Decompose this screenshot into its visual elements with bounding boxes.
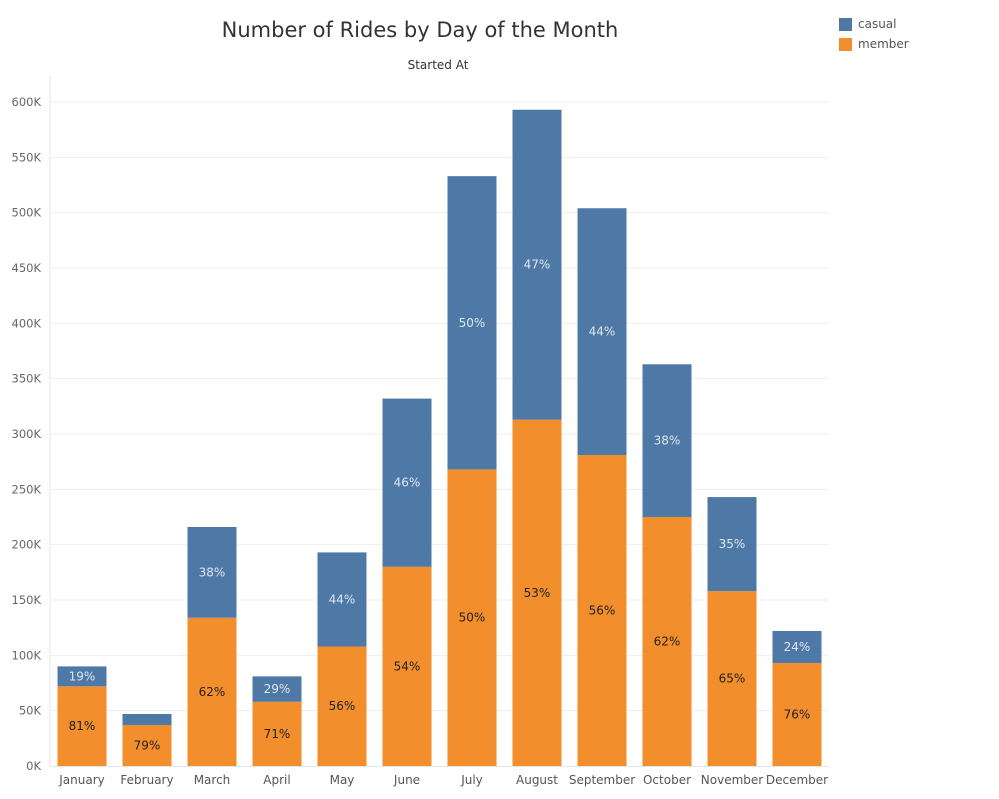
data-label-casual-july: 50% [459, 316, 486, 330]
bar-member-february [122, 725, 172, 766]
legend-item-casual[interactable]: casual [839, 14, 909, 34]
y-tick-label: 400K [12, 316, 42, 330]
legend-swatch-member [839, 37, 852, 51]
x-tick-label: January [58, 773, 105, 787]
x-tick-label: May [330, 773, 355, 787]
data-label-member-october: 62% [654, 635, 681, 649]
bar-casual-may [317, 552, 367, 647]
chart-title: Number of Rides by Day of the Month [221, 18, 619, 42]
y-tick-label: 300K [12, 427, 42, 441]
chart-subtitle: Started At [407, 58, 469, 72]
y-tick-label: 250K [12, 482, 42, 496]
data-label-casual-march: 38% [199, 565, 226, 579]
bar-casual-august [512, 109, 562, 420]
data-label-member-december: 76% [784, 708, 811, 722]
legend-label-casual: casual [858, 17, 897, 31]
data-label-member-april: 71% [264, 727, 291, 741]
x-tick-label: October [643, 773, 691, 787]
bar-member-december [772, 663, 822, 766]
bar-casual-october [642, 364, 692, 517]
bar-member-april [252, 701, 302, 766]
bar-casual-september [577, 208, 627, 456]
x-tick-label: March [194, 773, 231, 787]
data-label-casual-november: 35% [719, 537, 746, 551]
bar-casual-april [252, 676, 302, 702]
y-tick-label: 50K [19, 704, 42, 718]
y-tick-label: 550K [12, 150, 42, 164]
bar-member-january [57, 686, 107, 766]
bar-member-march [187, 617, 237, 766]
data-label-casual-april: 29% [264, 682, 291, 696]
x-tick-label: September [569, 773, 635, 787]
x-tick-label: November [701, 773, 763, 787]
bar-member-november [707, 591, 757, 766]
y-tick-label: 600K [12, 95, 42, 109]
x-tick-label: December [766, 773, 828, 787]
bar-member-october [642, 517, 692, 766]
bar-member-may [317, 646, 367, 766]
data-label-casual-october: 38% [654, 434, 681, 448]
bar-member-july [447, 469, 497, 766]
bar-casual-february [122, 713, 172, 726]
legend-item-member[interactable]: member [839, 34, 909, 54]
bar-casual-march [187, 526, 237, 618]
data-label-casual-september: 44% [589, 325, 616, 339]
data-label-casual-december: 24% [784, 640, 811, 654]
data-label-casual-august: 47% [524, 258, 551, 272]
y-tick-label: 100K [12, 648, 42, 662]
data-label-member-november: 65% [719, 672, 746, 686]
bar-casual-july [447, 176, 497, 470]
y-tick-label: 150K [12, 593, 42, 607]
bar-member-september [577, 455, 627, 766]
data-label-member-august: 53% [524, 586, 551, 600]
data-label-member-may: 56% [329, 699, 356, 713]
data-label-member-march: 62% [199, 685, 226, 699]
bar-member-june [382, 566, 432, 766]
data-label-member-september: 56% [589, 604, 616, 618]
data-label-casual-june: 46% [394, 476, 421, 490]
x-tick-label: April [263, 773, 290, 787]
data-label-member-june: 54% [394, 659, 421, 673]
x-tick-label: February [120, 773, 173, 787]
data-label-member-july: 50% [459, 611, 486, 625]
y-tick-label: 200K [12, 538, 42, 552]
x-tick-label: August [516, 773, 558, 787]
bar-member-august [512, 419, 562, 766]
legend-swatch-casual [839, 17, 852, 31]
data-label-casual-january: 19% [69, 669, 96, 683]
legend-label-member: member [858, 37, 909, 51]
y-tick-label: 450K [12, 261, 42, 275]
y-tick-label: 350K [12, 372, 42, 386]
data-label-casual-may: 44% [329, 592, 356, 606]
bar-casual-june [382, 398, 432, 567]
legend: casual member [839, 14, 909, 54]
bar-casual-january [57, 666, 107, 687]
data-label-member-february: 79% [134, 739, 161, 753]
x-tick-label: June [393, 773, 420, 787]
data-label-member-january: 81% [69, 719, 96, 733]
x-tick-label: July [460, 773, 483, 787]
y-tick-label: 500K [12, 206, 42, 220]
y-tick-label: 0K [26, 759, 41, 773]
bar-casual-december [772, 630, 822, 664]
bar-casual-november [707, 497, 757, 592]
